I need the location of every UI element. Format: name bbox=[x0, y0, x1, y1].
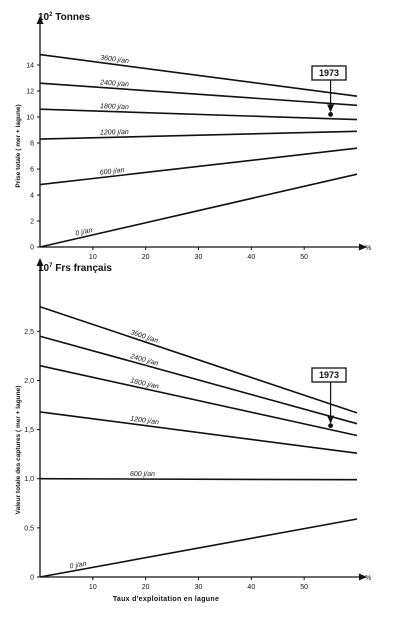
y-tick-label: 10 bbox=[26, 115, 34, 122]
series-line bbox=[39, 411, 358, 454]
series-label: 1200 j/an bbox=[130, 416, 160, 427]
annotation-label: 1973 bbox=[319, 370, 339, 380]
series-label: 1800 j/an bbox=[100, 103, 129, 111]
y-tick-label: 14 bbox=[26, 63, 34, 70]
y-axis-label: Prise totale ( mer + lagune) bbox=[15, 104, 22, 187]
x-tick-label: 40 bbox=[247, 584, 255, 591]
y-tick-label: 1,0 bbox=[24, 476, 34, 483]
series-label: 600 j/an bbox=[130, 471, 155, 478]
series-line bbox=[39, 147, 358, 186]
y-tick-label: 2,5 bbox=[24, 329, 34, 336]
series-label: 2400 j/an bbox=[99, 79, 129, 88]
annotation-box bbox=[311, 65, 347, 81]
x-tick-label: 40 bbox=[247, 254, 255, 261]
series-line bbox=[39, 82, 358, 107]
y-tick-label: 1,5 bbox=[24, 427, 34, 434]
series-label: 1200 j/an bbox=[100, 129, 129, 137]
x-tick-label: 30 bbox=[195, 254, 203, 261]
y-tick-label: 8 bbox=[30, 141, 34, 148]
y-tick-label: 0 bbox=[30, 575, 34, 582]
annotation-label: 1973 bbox=[319, 68, 339, 78]
series-label: 0 j/an bbox=[69, 560, 87, 570]
y-tick-label: 2 bbox=[30, 219, 34, 226]
x-unit-label: % bbox=[365, 245, 371, 252]
x-tick-label: 20 bbox=[142, 584, 150, 591]
y-tick-label: 12 bbox=[26, 89, 34, 96]
x-unit-label: % bbox=[365, 575, 371, 582]
series-label: 3600 j/an bbox=[129, 329, 159, 345]
y-tick-label: 6 bbox=[30, 167, 34, 174]
series-label: 0 j/an bbox=[75, 227, 93, 238]
y-axis-label: Valeur totale des captures ( mer + lagun… bbox=[15, 386, 22, 515]
x-tick-label: 50 bbox=[300, 254, 308, 261]
series-line bbox=[39, 518, 358, 578]
annotation-point bbox=[328, 423, 333, 429]
series-line bbox=[39, 335, 358, 425]
y-tick-label: 4 bbox=[30, 193, 34, 200]
series-line bbox=[39, 130, 358, 140]
y-unit-label: 102 Tonnes bbox=[38, 12, 91, 23]
series-line bbox=[39, 53, 358, 97]
annotation-point bbox=[328, 112, 333, 117]
x-tick-label: 10 bbox=[89, 254, 97, 261]
x-tick-label: 20 bbox=[142, 254, 150, 261]
x-tick-label: 50 bbox=[300, 584, 308, 591]
y-tick-label: 2,0 bbox=[24, 378, 34, 385]
chart-panel-1: 102 Tonnes Prise totale ( mer + lagune) 0 2… bbox=[15, 12, 371, 261]
y-unit-label: 107 Frs français bbox=[38, 263, 112, 274]
annotation-box bbox=[311, 367, 347, 383]
series-label: 600 j/an bbox=[99, 167, 125, 177]
series-line bbox=[39, 108, 358, 121]
y-tick-label: 0 bbox=[30, 245, 34, 252]
series-label: 3600 j/an bbox=[100, 55, 130, 66]
x-axis-label: Taux d'exploitation en lagune bbox=[113, 596, 219, 603]
x-tick-label: 10 bbox=[89, 584, 97, 591]
series-line bbox=[39, 364, 358, 437]
series-line bbox=[39, 173, 358, 248]
series-line bbox=[39, 477, 358, 481]
y-tick-label: 0,5 bbox=[24, 525, 34, 532]
x-tick-label: 30 bbox=[195, 584, 203, 591]
chart-panel-2: 107 Frs français Valeur totale des captur… bbox=[15, 258, 371, 603]
series-line bbox=[39, 305, 358, 414]
